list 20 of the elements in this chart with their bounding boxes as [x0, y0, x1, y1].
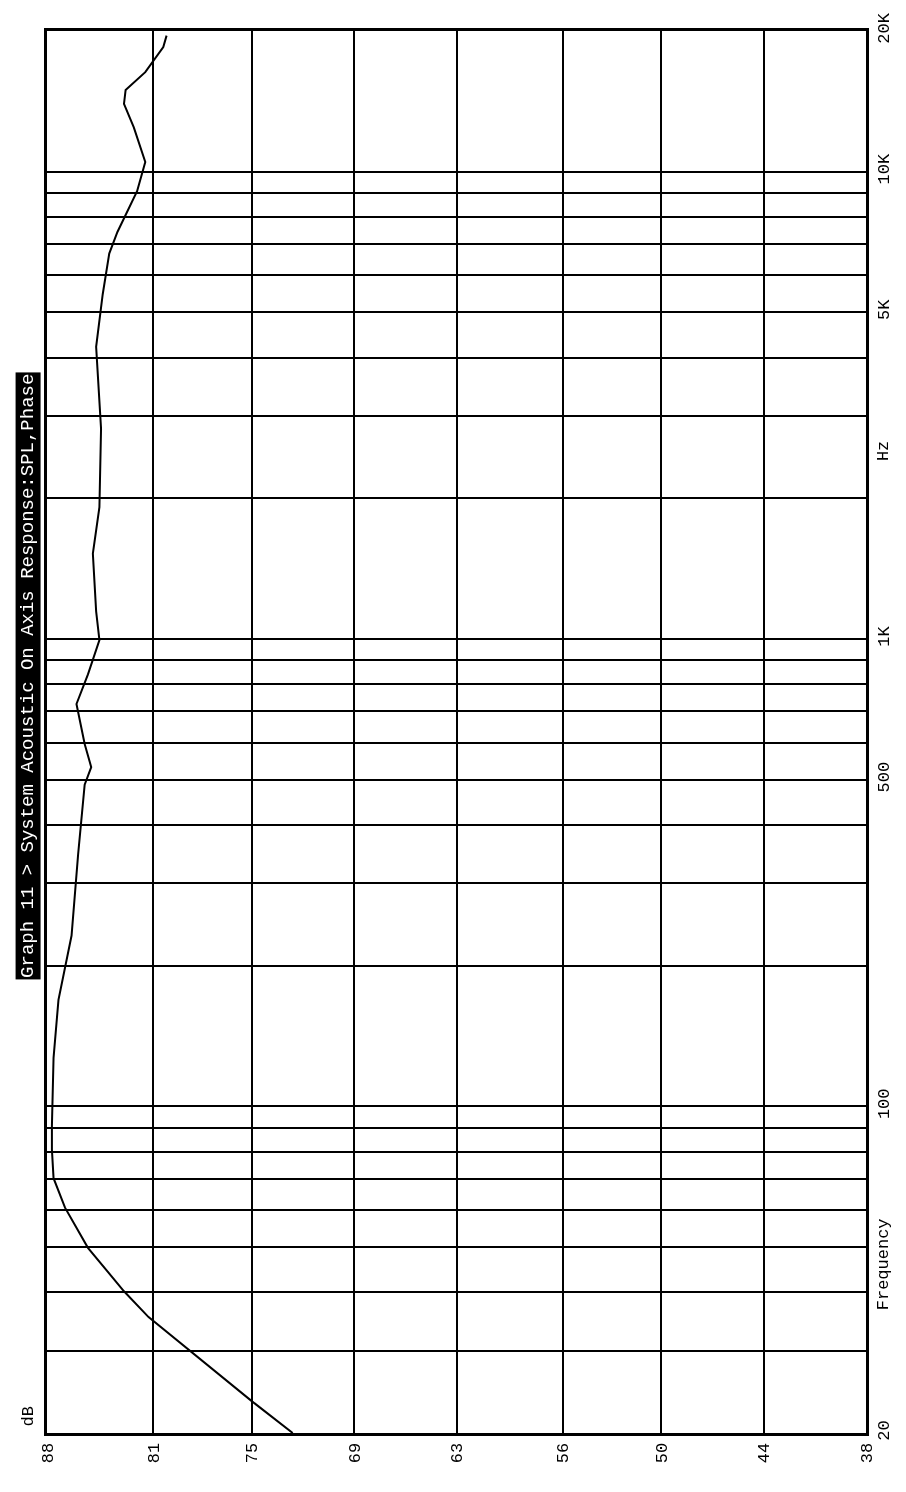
y-axis-title: Frequency [873, 1218, 893, 1311]
text: Hz [873, 440, 893, 462]
y-tick-label: 20K [875, 12, 895, 44]
x-tick-label: 38 [857, 1442, 877, 1464]
y-tick-label: 100 [875, 1088, 895, 1120]
y-tick-label: 5K [875, 298, 895, 321]
y-tick-label: 10K [875, 153, 895, 185]
x-tick-label: 88 [38, 1442, 58, 1464]
x-tick-label: 75 [243, 1442, 263, 1464]
text: dB [18, 1406, 38, 1427]
x-tick-label: 63 [448, 1442, 468, 1464]
x-tick-label: 50 [652, 1442, 672, 1464]
x-tick-label: 44 [755, 1442, 775, 1464]
y-tick-label: 20 [875, 1420, 895, 1441]
x-tick-label: 81 [144, 1442, 164, 1464]
text: Graph 11 > System Acoustic On Axis Response:SPL,Phase [17, 373, 40, 978]
x-tick-label: 69 [345, 1442, 365, 1464]
y-tick-label: 500 [875, 761, 895, 793]
x-tick-label: 56 [554, 1442, 574, 1464]
y-tick-label: 1K [875, 625, 895, 647]
